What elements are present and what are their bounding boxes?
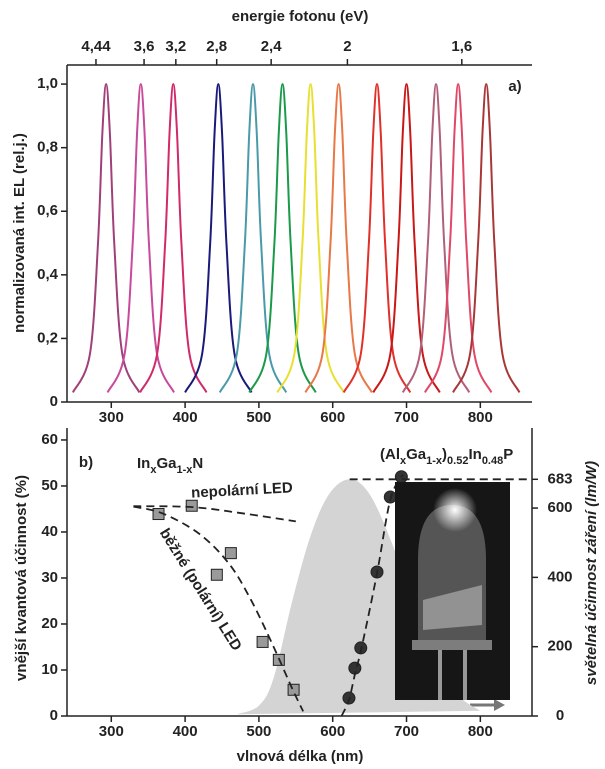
y-tick-label: 10 [41,661,58,678]
led-photo [395,482,510,700]
plot-area [71,83,521,393]
subscript: x [150,464,157,476]
arrow [470,699,505,711]
x-tick-label: 300 [99,723,124,740]
line [276,83,345,393]
x-tick-label: 800 [468,723,493,740]
line [184,83,253,393]
x-axis-label: vlnová délka (nm) [237,748,364,765]
y-axis-label: normalizovaná int. EL (rel.j.) [11,133,28,333]
line [340,474,404,717]
y2-tick-label: 400 [547,568,572,585]
x2-tick-label: 2 [343,38,351,55]
y-tick-label: 0,8 [37,139,58,156]
square-marker [224,547,237,560]
subscript: 0.48 [482,455,503,467]
x2-tick-label: 1,6 [451,38,472,55]
line [372,83,441,393]
line [139,83,208,393]
text-part: In [137,455,150,472]
panel-label: a) [508,78,521,95]
x-tick-label: 400 [173,409,198,426]
x-tick-label: 700 [394,409,419,426]
text-part: ) [442,446,447,463]
square-marker [287,683,300,696]
line [133,505,296,523]
text-part: Ga [406,446,427,463]
x-tick-label: 400 [173,723,198,740]
y2-tick-label: 600 [547,499,572,516]
y-tick-label: 1,0 [37,75,58,92]
y-tick-label: 0,4 [37,266,59,283]
text-part: N [192,455,203,472]
ingan-label: InxGa1-xN [137,455,203,476]
square-marker [210,568,223,581]
y2-tick-label: 683 [547,470,572,487]
y2-tick-label: 200 [547,638,572,655]
text-part: P [503,446,513,463]
line [106,83,175,393]
x-tick-label: 600 [320,409,345,426]
line [424,83,493,393]
y-tick-label: 20 [41,615,58,632]
panel-label: b) [79,454,93,471]
y-tick-label: 0 [50,393,58,410]
x-tick-label: 800 [468,409,493,426]
line [248,83,317,393]
square-marker [256,635,269,648]
y-tick-label: 40 [41,523,58,540]
x-tick-label: 500 [246,409,271,426]
y-tick-label: 50 [41,477,58,494]
y-tick-label: 60 [41,431,58,448]
x-tick-label: 700 [394,723,419,740]
x2-axis-label: energie fotonu (eV) [232,8,369,25]
series-label: nepolární LED [191,479,294,501]
line [342,83,412,393]
y-tick-label: 0,6 [37,202,58,219]
text-part: In [468,446,481,463]
y2-tick-label: 0 [556,707,564,724]
x-tick-label: 600 [320,723,345,740]
text-part: Ga [156,455,177,472]
line [452,83,521,393]
x2-tick-label: 4,44 [81,38,111,55]
line [304,83,373,393]
subscript: x [400,455,407,467]
line [133,505,305,712]
subscript: 0.52 [447,455,468,467]
square-marker [185,499,198,512]
y-tick-label: 0,2 [37,329,58,346]
y2-axis-label: světelná účinnost záření (lm/W) [583,461,600,685]
y-tick-label: 30 [41,569,58,586]
x2-tick-label: 2,4 [261,38,283,55]
line [71,83,141,393]
x2-tick-label: 3,6 [134,38,155,55]
y-tick-label: 0 [50,707,58,724]
y-axis-label: vnější kvantová účinnost (%) [13,475,30,681]
algainp-label: (AlxGa1-x)0.52In0.48P [380,446,513,467]
x-tick-label: 300 [99,409,124,426]
line [401,83,471,393]
x2-tick-label: 2,8 [206,38,227,55]
text-part: (Al [380,446,400,463]
x-tick-label: 500 [246,723,271,740]
line [218,83,288,393]
subscript: 1-x [426,455,443,467]
subscript: 1-x [176,464,193,476]
x2-tick-label: 3,2 [165,38,186,55]
